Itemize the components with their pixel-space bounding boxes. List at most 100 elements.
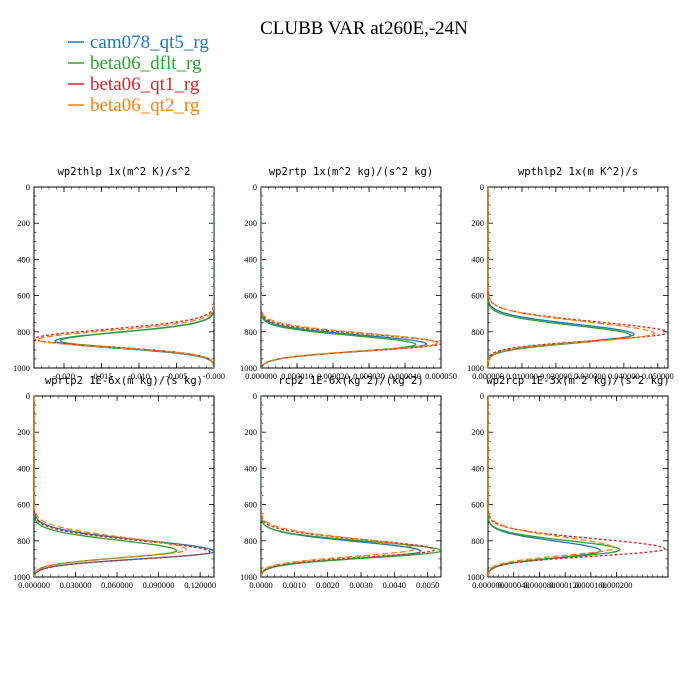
x-tick-label: 0.000000	[472, 371, 504, 381]
series-line-beta06-qt2-rg	[488, 187, 656, 368]
y-tick-label: 0	[480, 182, 484, 192]
y-tick-label: 200	[17, 427, 30, 437]
x-tick-label: 0.000160	[575, 580, 607, 590]
y-tick-label: 400	[244, 254, 257, 264]
panel-title: wpthlp2 1x(m K^2)/s	[518, 166, 638, 178]
y-tick-label: 400	[17, 254, 30, 264]
legend-item-beta06-dflt-rg: beta06_dflt_rg	[68, 53, 202, 74]
series-line-beta06-qt1-rg	[34, 396, 211, 577]
x-tick-label: 0.000000	[245, 371, 277, 381]
series-line-beta06-qt2-rg	[261, 187, 439, 368]
x-tick-label: 0.000050	[425, 371, 457, 381]
panel-1: wp2thlp 1x(m^2 K)/s^2 0 200 400 600 800 1000 -0…	[13, 166, 225, 381]
legend: cam078_qt5_rgbeta06_dflt_rgbeta06_qt1_rg…	[68, 32, 209, 116]
y-tick-label: 800	[17, 536, 30, 546]
x-tick-label: 0.000120	[549, 580, 581, 590]
x-tick-label: 0.010000	[506, 371, 538, 381]
y-tick-label: 800	[471, 536, 484, 546]
y-tick-label: 1000	[13, 572, 30, 582]
x-tick-label: 0.0040	[383, 580, 406, 590]
panel-title: wp2rtp 1x(m^2 kg)/(s^2 kg)	[269, 166, 433, 178]
y-tick-label: 800	[244, 536, 257, 546]
x-tick-label: 0.000020	[317, 371, 349, 381]
series-line-cam078-qt5-rg	[488, 187, 635, 368]
x-tick-label: 0.020000	[540, 371, 572, 381]
panel-title: wprtp2 1E-6x(m kg)/(s kg)	[45, 375, 203, 387]
series-line-beta06-dflt-rg	[34, 396, 178, 577]
y-tick-label: 0	[480, 391, 484, 401]
x-tick-label: -0.015	[91, 371, 113, 381]
x-tick-label: 0.000040	[498, 580, 530, 590]
y-tick-label: 600	[471, 291, 484, 301]
series-line-beta06-dflt-rg	[59, 187, 214, 368]
x-tick-label: 0.000010	[281, 371, 313, 381]
y-tick-label: 600	[471, 500, 484, 510]
panel-title: rcp2 1E-6x(kg^2)/(kg^2)	[278, 375, 423, 387]
y-tick-label: 600	[17, 500, 30, 510]
panel-title: wp2rcp 1E-3x(m^2 kg)/(s^2 kg)	[486, 375, 669, 387]
legend-label: beta06_qt2_rg	[90, 95, 200, 116]
legend-item-cam078-qt5-rg: cam078_qt5_rg	[68, 32, 209, 53]
x-tick-label: 0.000040	[389, 371, 421, 381]
series-line-cam078-qt5-rg	[488, 396, 602, 577]
legend-item-beta06-qt2-rg: beta06_qt2_rg	[68, 95, 200, 116]
series-line-cam078-qt5-rg	[261, 187, 428, 368]
x-tick-label: -0.000	[203, 371, 225, 381]
panel-2: wp2rtp 1x(m^2 kg)/(s^2 kg) 0 200 400 600 800 1…	[240, 166, 457, 381]
figure-title: CLUBB VAR at260E,-24N	[260, 18, 468, 39]
y-tick-label: 1000	[240, 572, 257, 582]
legend-item-beta06-qt1-rg: beta06_qt1_rg	[68, 74, 200, 95]
series-line-cam078-qt5-rg	[261, 396, 422, 577]
series-line-beta06-qt2-rg	[488, 396, 615, 577]
legend-label: beta06_dflt_rg	[90, 53, 202, 74]
y-tick-label: 1000	[240, 363, 257, 373]
series-line-beta06-qt2-rg	[34, 396, 188, 577]
y-tick-label: 200	[471, 427, 484, 437]
x-tick-label: 0.050000	[642, 371, 674, 381]
x-tick-label: 0.060000	[101, 580, 133, 590]
plot-frame	[33, 395, 215, 578]
panel-title: wp2thlp 1x(m^2 K)/s^2	[58, 166, 191, 178]
x-tick-label: 0.0020	[316, 580, 339, 590]
series-line-cam078-qt5-rg	[54, 187, 214, 368]
y-tick-label: 0	[26, 182, 30, 192]
series-line-beta06-qt1-rg	[261, 396, 436, 577]
x-tick-label: 0.000030	[353, 371, 385, 381]
series-line-cam078-qt5-rg	[34, 396, 214, 577]
y-tick-label: 0	[253, 182, 257, 192]
panel-4: wprtp2 1E-6x(m kg)/(s kg) 0 200 400 600 800 10…	[13, 375, 216, 590]
x-tick-label: 0.000000	[472, 580, 504, 590]
x-tick-label: 0.040000	[608, 371, 640, 381]
series-line-beta06-qt1-rg	[488, 396, 666, 577]
series-line-beta06-qt2-rg	[36, 187, 214, 368]
y-tick-label: 800	[471, 327, 484, 337]
y-tick-label: 1000	[13, 363, 30, 373]
plot-frame	[487, 395, 669, 578]
x-tick-label: 0.000000	[18, 580, 50, 590]
x-tick-label: 0.0010	[283, 580, 306, 590]
legend-label: cam078_qt5_rg	[90, 32, 209, 53]
x-tick-label: 0.000080	[523, 580, 555, 590]
y-tick-label: 600	[244, 291, 257, 301]
x-tick-label: 0.0000	[249, 580, 272, 590]
x-tick-label: -0.005	[166, 371, 188, 381]
series-line-beta06-dflt-rg	[488, 187, 632, 368]
y-tick-label: 800	[244, 327, 257, 337]
y-tick-label: 200	[471, 218, 484, 228]
y-tick-label: 1000	[467, 363, 484, 373]
y-tick-label: 200	[244, 427, 257, 437]
panel-5: rcp2 1E-6x(kg^2)/(kg^2) 0 200 400 600 800 1000…	[240, 375, 442, 590]
series-line-beta06-dflt-rg	[261, 187, 417, 368]
y-tick-label: 0	[26, 391, 30, 401]
y-tick-label: 800	[17, 327, 30, 337]
x-tick-label: -0.010	[128, 371, 150, 381]
x-tick-label: 0.000200	[601, 580, 633, 590]
panels: wp2thlp 1x(m^2 K)/s^2 0 200 400 600 800 1000 -0…	[13, 166, 674, 590]
panel-6: wp2rcp 1E-3x(m^2 kg)/(s^2 kg)0 200 400 600 8…	[467, 375, 670, 590]
y-tick-label: 400	[244, 463, 257, 473]
y-tick-label: 200	[17, 218, 30, 228]
series-line-beta06-qt2-rg	[261, 396, 416, 577]
plot-frame	[487, 186, 669, 369]
y-tick-label: 200	[244, 218, 257, 228]
y-tick-label: 600	[244, 500, 257, 510]
